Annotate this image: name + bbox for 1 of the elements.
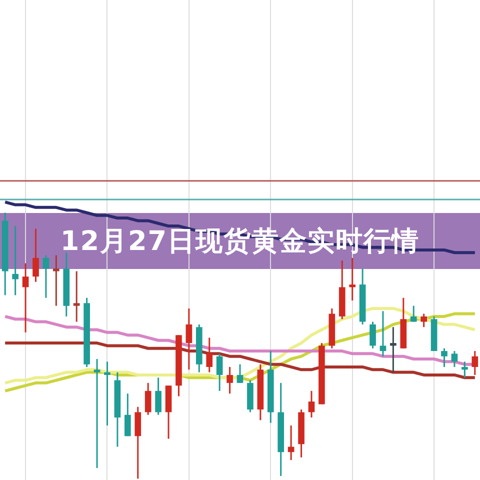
candlestick bbox=[73, 270, 80, 323]
